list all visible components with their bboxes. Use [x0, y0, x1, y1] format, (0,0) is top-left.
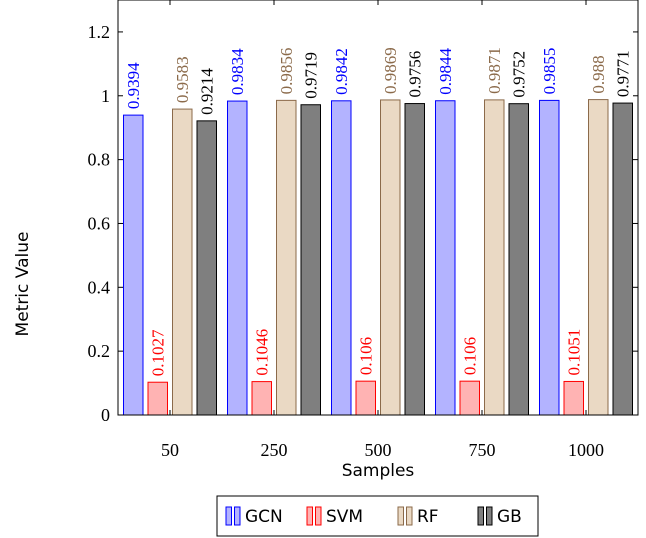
bar-rf-50: [172, 108, 193, 416]
legend-entry-svm: SVM: [306, 506, 363, 527]
legend-entry-rf: RF: [397, 506, 439, 527]
bar-gcn-500: [331, 100, 352, 416]
data-label-svm-500: 0.106: [357, 337, 376, 375]
data-label-rf-1000: 0.988: [589, 55, 608, 93]
data-label-gb-50: 0.9214: [198, 68, 217, 115]
data-label-rf-50: 0.9583: [173, 56, 192, 103]
legend-swatch: [315, 506, 322, 526]
data-label-gb-1000: 0.9771: [614, 50, 633, 97]
axes-layer: 50 250 500 750 1000 0 0.2 0.4 0.6 0.8 1 1.2: [88, 0, 639, 460]
bar-gb-50: [196, 120, 217, 416]
legend-box: [216, 495, 539, 537]
bar-gcn-1000: [539, 99, 560, 416]
data-label-gb-750: 0.9752: [510, 51, 529, 98]
y-tick-label: 1: [101, 86, 110, 106]
data-label-rf-750: 0.9871: [485, 47, 504, 94]
data-label-rf-250: 0.9856: [277, 48, 296, 95]
legend-swatch: [397, 506, 404, 526]
bar-svm-750: [459, 380, 480, 416]
legend-swatch: [486, 506, 493, 526]
bar-gb-250: [300, 104, 321, 416]
x-tick-label: 500: [365, 440, 392, 460]
legend-label: RF: [417, 507, 439, 527]
y-axis-title: Metric Value: [13, 232, 33, 337]
bar-rf-750: [484, 99, 505, 416]
x-tick-label: 750: [469, 440, 496, 460]
y-tick-label: 0.4: [88, 277, 111, 297]
data-label-gcn-50: 0.9394: [124, 62, 143, 109]
x-tick-label: 250: [261, 440, 288, 460]
y-tick-label: 1.2: [88, 22, 111, 42]
bar-gb-500: [404, 103, 425, 416]
data-label-gcn-250: 0.9834: [228, 48, 247, 95]
data-label-gb-500: 0.9756: [406, 51, 425, 98]
bar-rf-250: [276, 99, 297, 416]
data-label-gcn-1000: 0.9855: [540, 48, 559, 95]
legend-label: GCN: [245, 507, 283, 527]
legend: GCN SVM RF GB: [216, 495, 539, 537]
y-tick-label: 0.2: [88, 341, 111, 361]
y-tick-label: 0.6: [88, 213, 111, 233]
data-label-gcn-750: 0.9844: [436, 47, 455, 94]
y-tick-label: 0: [101, 405, 110, 425]
bar-rf-500: [380, 99, 401, 416]
x-tick-label: 1000: [568, 440, 604, 460]
data-label-gcn-500: 0.9842: [332, 48, 351, 95]
bar-rf-1000: [588, 99, 609, 416]
legend-entry-gb: GB: [477, 506, 522, 527]
bar-svm-1000: [563, 380, 584, 416]
bar-gcn-50: [123, 114, 144, 416]
bar-svm-250: [251, 381, 272, 416]
data-label-svm-250: 0.1046: [253, 329, 272, 376]
bar-gcn-750: [435, 100, 456, 416]
bar-svm-50: [147, 381, 168, 416]
legend-swatch: [406, 506, 413, 526]
y-tick-label: 0.8: [88, 150, 111, 170]
bar-gcn-250: [227, 100, 248, 416]
x-tick-label: 50: [161, 440, 179, 460]
data-labels-layer: 0.9394 0.1027 0.9583 0.9214 0.9834 0.1046 0.98…: [124, 47, 633, 376]
data-label-rf-500: 0.9869: [381, 47, 400, 94]
bar-gb-750: [508, 103, 529, 416]
bar-gb-1000: [612, 102, 633, 416]
data-label-gb-250: 0.9719: [302, 52, 321, 99]
legend-entry-gcn: GCN: [225, 506, 283, 527]
legend-swatch: [225, 506, 232, 526]
legend-label: SVM: [326, 507, 363, 527]
data-label-svm-50: 0.1027: [149, 329, 168, 376]
bar-svm-500: [355, 380, 376, 416]
legend-swatch: [306, 506, 313, 526]
x-axis-title: Samples: [342, 461, 415, 481]
plot-frame: [117, 0, 639, 416]
bars-layer: [123, 99, 633, 416]
legend-swatch: [477, 506, 484, 526]
data-label-svm-1000: 0.1051: [565, 329, 584, 376]
data-label-svm-750: 0.106: [461, 337, 480, 375]
legend-swatch: [234, 506, 241, 526]
legend-label: GB: [497, 507, 522, 527]
